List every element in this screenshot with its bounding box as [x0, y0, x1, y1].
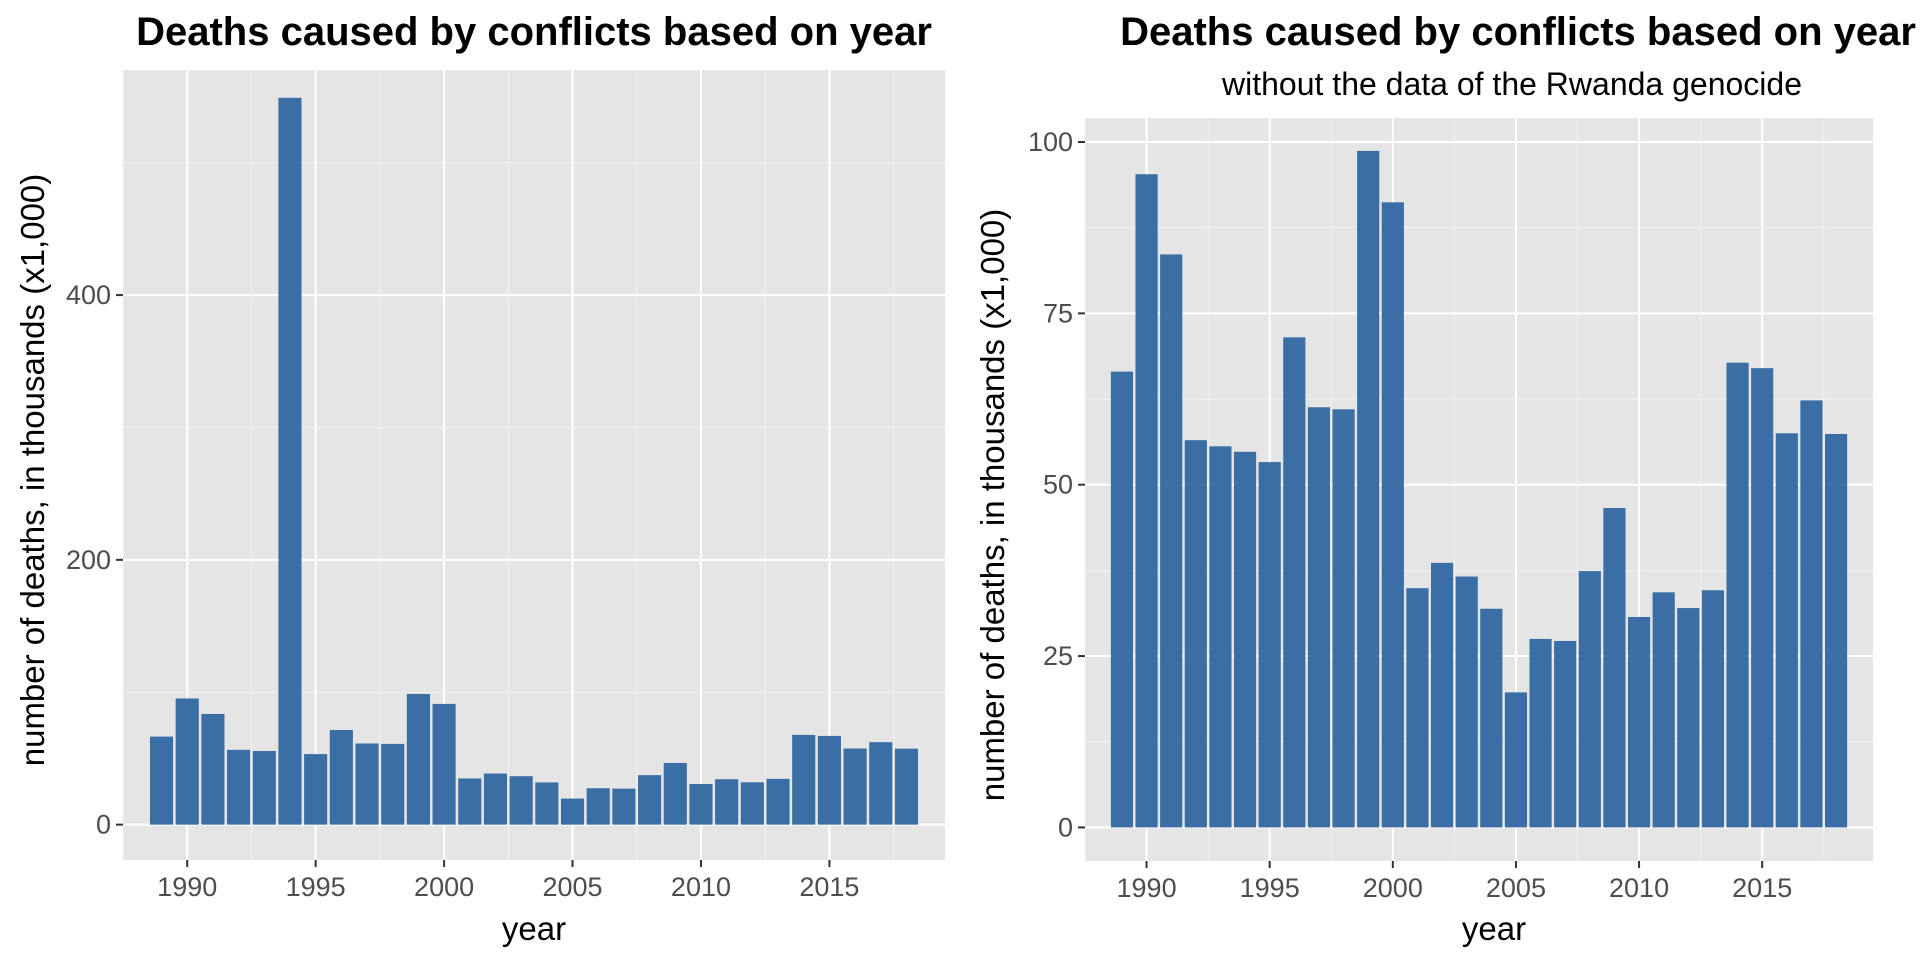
y-axis-title: number of deaths, in thousands (x1,000) — [974, 209, 1011, 802]
x-tick-label: 1990 — [1117, 873, 1177, 903]
bar — [227, 749, 251, 825]
bar — [586, 788, 610, 825]
bar — [252, 751, 276, 825]
x-axis-title: year — [1462, 910, 1526, 947]
bar — [1307, 407, 1331, 828]
bar — [1726, 362, 1749, 828]
bar — [1578, 571, 1601, 828]
bar — [1233, 451, 1257, 828]
x-tick-label: 1990 — [157, 872, 217, 902]
bar — [1529, 638, 1552, 828]
bar — [1381, 202, 1404, 828]
bar — [406, 693, 430, 825]
bar — [1800, 400, 1823, 828]
y-tick-label: 0 — [96, 810, 111, 840]
bar — [304, 754, 328, 825]
y-tick-label: 100 — [1028, 127, 1073, 157]
bar — [329, 729, 353, 825]
bar — [535, 782, 559, 825]
bar — [483, 773, 508, 825]
bar — [1258, 462, 1281, 828]
bar — [740, 782, 764, 825]
bar — [715, 779, 739, 825]
bar — [1357, 150, 1380, 828]
bar — [1603, 508, 1626, 828]
bar — [509, 776, 533, 825]
bar — [869, 742, 893, 825]
bar — [1775, 433, 1798, 828]
bar — [1627, 616, 1651, 828]
plot-panel — [122, 70, 945, 860]
bar — [1332, 409, 1355, 828]
bar — [458, 778, 482, 825]
x-tick-label: 1995 — [286, 872, 346, 902]
bar — [1504, 692, 1528, 828]
bar — [201, 713, 225, 825]
bar — [1184, 440, 1207, 828]
bar — [1480, 608, 1503, 828]
x-tick-label: 2000 — [414, 872, 474, 902]
chart-title: Deaths caused by conflicts based on year — [1120, 10, 1916, 54]
x-tick-label: 2005 — [1486, 873, 1546, 903]
y-tick-label: 75 — [1043, 298, 1073, 328]
bar — [1430, 562, 1454, 828]
bar — [1455, 576, 1478, 828]
bar — [1209, 446, 1232, 828]
bar — [766, 778, 790, 825]
bar — [1110, 371, 1134, 828]
bar — [689, 784, 713, 825]
chart-right: Deaths caused by conflicts based on year… — [974, 10, 1916, 947]
y-tick-label: 50 — [1043, 470, 1073, 500]
y-tick-label: 0 — [1058, 812, 1073, 842]
bar — [1406, 588, 1429, 828]
bar — [1701, 590, 1725, 828]
y-tick-label: 400 — [66, 280, 111, 310]
bar — [792, 734, 816, 825]
y-axis-title: number of deaths, in thousands (x1,000) — [14, 174, 51, 767]
x-tick-label: 2005 — [542, 872, 602, 902]
bar — [638, 775, 662, 825]
bar — [149, 736, 174, 825]
x-tick-label: 1995 — [1240, 873, 1300, 903]
x-tick-label: 2015 — [1732, 873, 1792, 903]
bar — [1652, 592, 1675, 828]
bar — [1751, 368, 1774, 828]
chart-subtitle: without the data of the Rwanda genocide — [1221, 66, 1802, 102]
bar — [663, 762, 687, 825]
bar — [1283, 337, 1306, 828]
panel-background — [123, 70, 945, 860]
chart-title: Deaths caused by conflicts based on year — [136, 10, 932, 54]
x-tick-label: 2010 — [1609, 873, 1669, 903]
bar — [1824, 433, 1848, 828]
bar — [894, 748, 919, 825]
bar — [381, 743, 405, 825]
x-tick-label: 2015 — [799, 872, 859, 902]
y-tick-label: 200 — [66, 545, 111, 575]
x-tick-label: 2000 — [1363, 873, 1423, 903]
chart-left: Deaths caused by conflicts based on year… — [14, 10, 945, 947]
bar — [1135, 174, 1158, 828]
bar — [612, 788, 636, 825]
y-tick-label: 25 — [1043, 641, 1073, 671]
bar — [843, 748, 867, 825]
bar — [560, 798, 585, 825]
bar — [817, 735, 841, 825]
bar — [1677, 608, 1700, 828]
bar — [355, 743, 379, 825]
bar — [432, 703, 456, 825]
bar — [1554, 640, 1577, 828]
x-axis-title: year — [502, 910, 566, 947]
bar — [278, 97, 302, 825]
plot-panel — [1084, 118, 1873, 861]
bar — [1160, 254, 1183, 828]
x-tick-label: 2010 — [671, 872, 731, 902]
bar — [175, 698, 199, 825]
